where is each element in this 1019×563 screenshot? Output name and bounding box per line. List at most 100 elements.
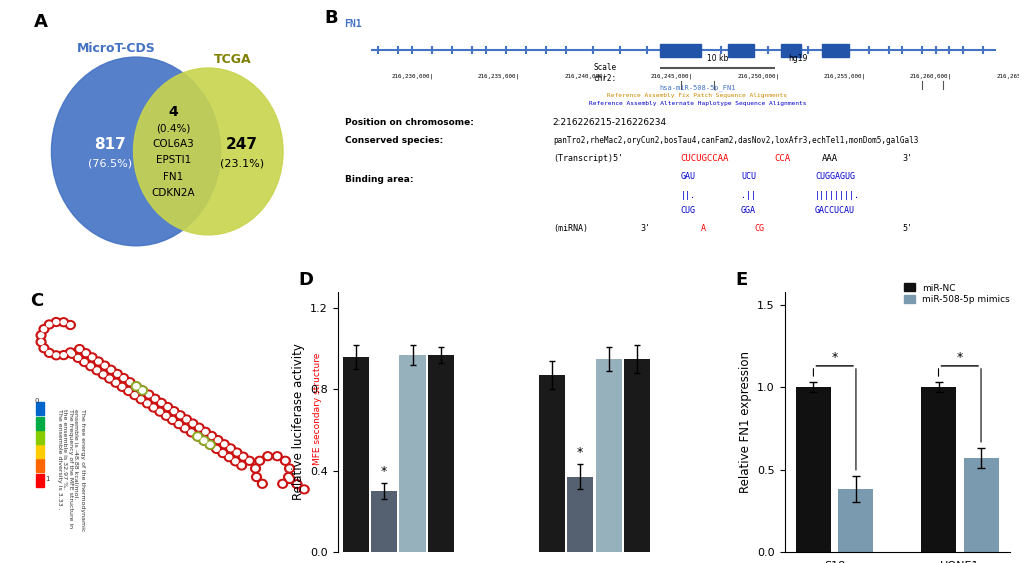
Circle shape (100, 361, 109, 370)
Circle shape (61, 352, 66, 358)
Circle shape (156, 399, 166, 407)
Circle shape (199, 436, 209, 445)
Circle shape (76, 347, 83, 351)
Text: (0.4%): (0.4%) (156, 124, 191, 134)
Bar (595, 359, 622, 552)
Circle shape (294, 482, 300, 486)
Bar (399, 355, 425, 552)
Text: (76.5%): (76.5%) (88, 158, 132, 168)
Text: A: A (700, 224, 705, 233)
Text: EPSTI1: EPSTI1 (156, 155, 191, 166)
Circle shape (51, 57, 220, 246)
Circle shape (234, 450, 239, 455)
Bar (427, 355, 453, 552)
Circle shape (53, 320, 59, 324)
Circle shape (151, 405, 156, 410)
Circle shape (257, 479, 267, 488)
Circle shape (81, 349, 91, 358)
Bar (781, 44, 801, 57)
Circle shape (157, 409, 162, 414)
Circle shape (155, 407, 165, 416)
Circle shape (127, 379, 132, 385)
Circle shape (131, 382, 141, 391)
Circle shape (232, 459, 237, 464)
Circle shape (144, 390, 154, 399)
Text: Binding area:: Binding area: (344, 175, 413, 184)
Circle shape (45, 348, 54, 358)
Circle shape (265, 454, 270, 459)
Circle shape (39, 333, 44, 338)
Bar (37, 431, 45, 444)
Circle shape (260, 481, 265, 486)
Bar (371, 491, 396, 552)
Circle shape (163, 413, 169, 418)
Bar (567, 477, 593, 552)
Circle shape (114, 372, 120, 376)
Text: GACCUCAU: GACCUCAU (814, 206, 854, 215)
Circle shape (193, 432, 203, 441)
Circle shape (219, 440, 229, 449)
Text: .||: .|| (740, 190, 755, 199)
Circle shape (111, 378, 120, 387)
Text: The free energy of the thermodynamic
ensemble is -48.88 kcal/mol.
The frequency : The free energy of the thermodynamic ens… (56, 409, 85, 531)
Text: FN1: FN1 (344, 19, 362, 29)
Circle shape (123, 387, 133, 395)
Text: CG: CG (754, 224, 763, 233)
Circle shape (107, 376, 112, 381)
Text: CUGGAGUG: CUGGAGUG (814, 172, 854, 181)
Text: 216,265,000|: 216,265,000| (996, 74, 1019, 79)
Circle shape (299, 485, 309, 494)
Text: Conserved species:: Conserved species: (344, 136, 442, 145)
Text: (miRNA): (miRNA) (552, 224, 587, 233)
Circle shape (140, 388, 146, 393)
Circle shape (218, 449, 227, 458)
Circle shape (169, 418, 175, 422)
Circle shape (175, 411, 185, 419)
Circle shape (205, 440, 215, 449)
Text: *: * (830, 351, 837, 364)
Circle shape (133, 68, 283, 235)
Circle shape (149, 403, 158, 412)
Circle shape (284, 475, 294, 484)
Bar (37, 403, 45, 415)
Circle shape (39, 344, 49, 352)
Bar (37, 459, 45, 472)
Text: 216,260,000|: 216,260,000| (909, 74, 951, 79)
Circle shape (214, 446, 219, 452)
Circle shape (277, 479, 287, 488)
Text: 216,250,000|: 216,250,000| (737, 74, 779, 79)
Circle shape (165, 405, 170, 409)
Text: C: C (31, 292, 44, 310)
Circle shape (272, 452, 282, 461)
Bar (37, 417, 45, 430)
Circle shape (274, 454, 279, 459)
Text: (23.1%): (23.1%) (220, 158, 264, 168)
Circle shape (263, 452, 272, 461)
Circle shape (47, 350, 52, 355)
Bar (659, 44, 700, 57)
Text: 10 kb: 10 kb (706, 54, 728, 63)
Circle shape (173, 419, 183, 428)
Circle shape (284, 464, 294, 473)
Circle shape (36, 331, 46, 339)
Circle shape (238, 452, 248, 461)
Circle shape (92, 366, 102, 375)
Circle shape (41, 327, 47, 332)
Circle shape (139, 397, 144, 401)
Circle shape (39, 325, 49, 333)
Circle shape (136, 395, 146, 404)
Circle shape (169, 406, 178, 415)
Circle shape (181, 415, 192, 424)
Circle shape (280, 457, 290, 465)
Circle shape (253, 466, 258, 471)
Legend: miR-NC, miR-508-5p mimics: miR-NC, miR-508-5p mimics (903, 283, 1009, 305)
Bar (795, 387, 830, 552)
Circle shape (98, 370, 108, 379)
Circle shape (209, 434, 214, 439)
Circle shape (59, 318, 68, 327)
Circle shape (96, 359, 101, 364)
Circle shape (117, 382, 127, 391)
Circle shape (45, 320, 54, 329)
Circle shape (106, 365, 116, 374)
Text: panTro2,rheMac2,oryCun2,bosTau4,canFam2,dasNov2,loxAfr3,echTel1,monDom5,galGal3: panTro2,rheMac2,oryCun2,bosTau4,canFam2,… (552, 136, 917, 145)
